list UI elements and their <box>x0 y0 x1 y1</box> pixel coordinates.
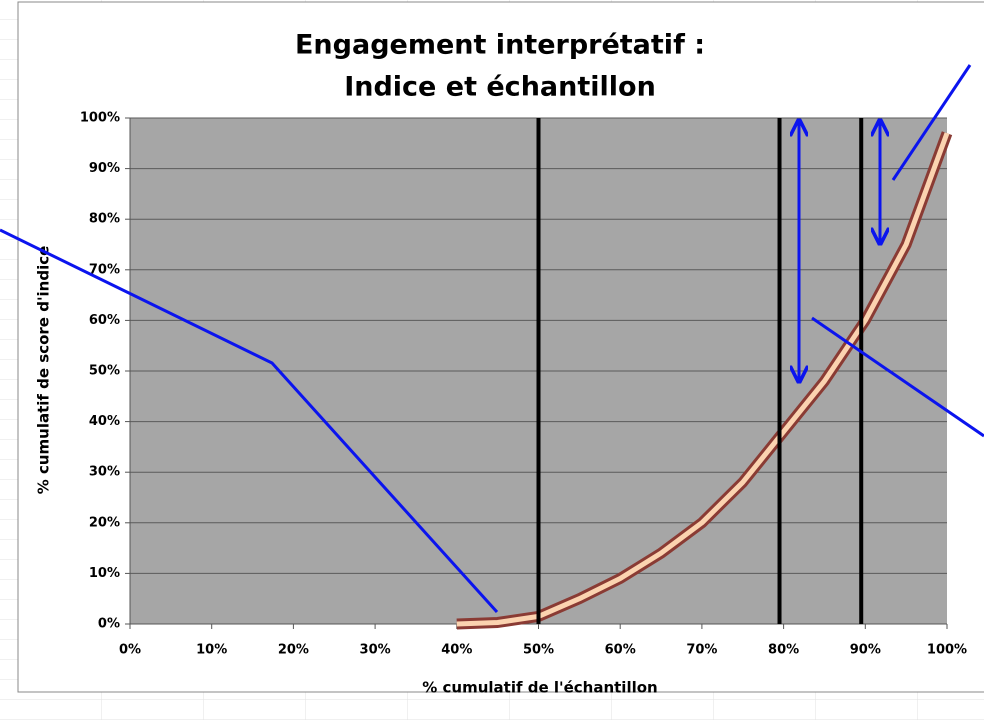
x-tick-label: 50% <box>523 643 554 658</box>
y-tick-label: 30% <box>89 465 120 480</box>
x-tick-label: 20% <box>278 643 309 658</box>
callout-line <box>0 228 499 614</box>
x-tick-label: 10% <box>196 643 227 658</box>
y-tick-label: 20% <box>89 515 120 530</box>
x-tick-label: 80% <box>768 643 799 658</box>
chart-title: Engagement interprétatif : <box>295 30 705 61</box>
y-tick-label: 60% <box>89 313 120 328</box>
x-tick-label: 60% <box>605 643 636 658</box>
y-tick-label: 100% <box>80 111 120 126</box>
y-tick-label: 80% <box>89 212 120 227</box>
annotations <box>0 64 984 614</box>
y-tick-label: 0% <box>98 617 120 632</box>
callout-line <box>811 316 984 438</box>
x-tick-label: 30% <box>360 643 391 658</box>
y-tick-label: 90% <box>89 161 120 176</box>
y-tick-label: 10% <box>89 566 120 581</box>
x-tick-label: 40% <box>441 643 472 658</box>
x-tick-label: 90% <box>850 643 881 658</box>
y-tick-label: 40% <box>89 414 120 429</box>
chart-title: Indice et échantillon <box>344 72 656 103</box>
x-axis-label: % cumulatif de l'échantillon <box>422 679 657 697</box>
callout-line <box>891 64 972 181</box>
x-tick-label: 0% <box>119 643 141 658</box>
y-tick-label: 50% <box>89 364 120 379</box>
y-tick-label: 70% <box>89 262 120 277</box>
y-axis-label: % cumulatif de score d'indice <box>35 246 53 495</box>
x-tick-label: 70% <box>686 643 717 658</box>
x-tick-label: 100% <box>927 643 967 658</box>
